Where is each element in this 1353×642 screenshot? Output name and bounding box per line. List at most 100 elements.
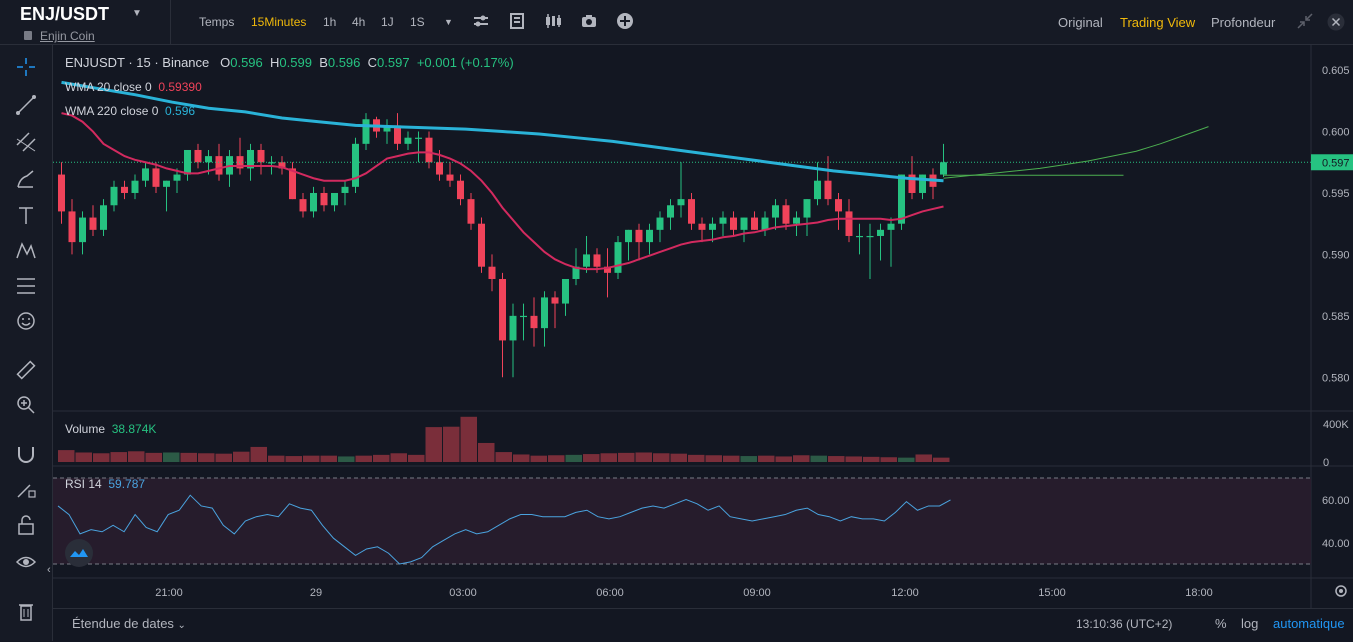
settings-sliders-icon[interactable] <box>472 12 490 30</box>
pair-dropdown-icon[interactable]: ▼ <box>132 8 142 19</box>
fib-icon[interactable] <box>15 275 37 297</box>
collapse-toolbar-icon[interactable]: ‹ <box>47 564 51 576</box>
volume-bar <box>338 456 355 462</box>
pattern-icon[interactable] <box>15 240 37 262</box>
eye-icon[interactable] <box>15 551 37 573</box>
auto-toggle[interactable]: automatique <box>1273 616 1345 631</box>
time-tick-label: 29 <box>310 587 322 599</box>
volume-tick-label: 0 <box>1323 457 1329 469</box>
price-tick-label: 0.585 <box>1322 311 1350 323</box>
volume-bar <box>268 455 285 462</box>
candle-body <box>688 199 695 224</box>
candle-body <box>436 162 443 175</box>
candle-body <box>425 137 433 163</box>
view-original[interactable]: Original <box>1058 15 1103 30</box>
candle-body <box>68 211 76 243</box>
wma20-legend[interactable]: WMA 20 close 0 0.59390 <box>65 80 202 94</box>
channel-icon[interactable] <box>15 131 37 153</box>
volume-bar <box>303 455 320 462</box>
candle-body <box>940 162 947 175</box>
candle-body <box>635 229 643 243</box>
volume-bar <box>863 456 880 462</box>
rsi-tick-label: 60.00 <box>1322 495 1350 507</box>
brush-icon[interactable] <box>15 168 37 190</box>
volume-bar <box>548 455 565 462</box>
candle-body <box>866 235 874 238</box>
price-chart[interactable]: 0.605 0.600 0.595 0.590 0.585 0.580 0.597 400K 0… <box>0 0 1353 608</box>
log-toggle[interactable]: log <box>1241 616 1259 631</box>
tab-15minutes[interactable]: 15Minutes <box>251 15 307 29</box>
wma220-line <box>61 80 944 183</box>
trend-line-icon[interactable] <box>15 94 37 116</box>
view-trading-view[interactable]: Trading View <box>1120 15 1196 30</box>
view-profondeur[interactable]: Profondeur <box>1211 15 1276 30</box>
candle-body <box>835 199 842 212</box>
crosshair-icon[interactable] <box>15 56 37 78</box>
candle-body <box>614 242 622 273</box>
emoji-icon[interactable] <box>15 310 37 332</box>
tradingview-logo-icon[interactable] <box>64 538 94 568</box>
candle-body <box>310 192 317 212</box>
open-label: O <box>220 55 231 70</box>
high-label: H <box>270 55 280 70</box>
symbol-label: ENJUSDT · 15 · Binance <box>65 55 210 70</box>
date-range-dropdown[interactable]: Étendue de dates ⌄ <box>72 616 186 631</box>
zoom-in-icon[interactable] <box>15 394 37 416</box>
text-icon[interactable] <box>15 205 37 227</box>
open-value: 0.596 <box>230 55 263 70</box>
volume-bar <box>233 451 250 462</box>
candle-body <box>593 254 601 267</box>
unlock-icon[interactable] <box>15 514 37 536</box>
candle-body <box>667 205 674 218</box>
candle-body <box>919 174 926 193</box>
candle-body <box>845 211 853 236</box>
volume-bar <box>425 427 442 462</box>
volume-bar <box>583 454 600 462</box>
close-icon[interactable] <box>1327 13 1345 31</box>
lock-drawing-icon[interactable] <box>15 478 37 500</box>
candle-body <box>184 149 191 175</box>
candle-body <box>898 174 905 224</box>
date-range-label: Étendue de dates <box>72 616 174 631</box>
wma220-value: 0.596 <box>165 104 196 118</box>
volume-bar <box>758 455 775 462</box>
tab-temps[interactable]: Temps <box>199 15 235 29</box>
candle-body <box>247 149 254 169</box>
tab-1s[interactable]: 1S <box>410 15 425 29</box>
camera-icon[interactable] <box>580 12 598 30</box>
collapse-icon[interactable] <box>1296 12 1314 30</box>
close-label: C <box>367 55 378 70</box>
clock[interactable]: 13:10:36 (UTC+2) <box>1076 617 1173 631</box>
volume-bar <box>915 454 932 462</box>
volume-bar <box>705 455 722 462</box>
pair-title[interactable]: ENJ/USDT <box>20 4 110 24</box>
ruler-icon[interactable] <box>15 359 37 381</box>
magnet-icon[interactable] <box>15 443 37 465</box>
volume-bar <box>653 453 670 462</box>
candle-body <box>467 199 475 224</box>
volume-bar <box>250 446 267 462</box>
volume-legend[interactable]: Volume 38.874K <box>65 422 156 436</box>
candle-body <box>541 297 548 329</box>
wma220-legend[interactable]: WMA 220 close 0 0.596 <box>65 104 195 118</box>
candles-icon[interactable] <box>544 12 562 30</box>
candle-body <box>215 156 223 175</box>
candle-body <box>719 217 727 224</box>
low-label: B <box>319 55 328 70</box>
volume-bar <box>530 455 547 462</box>
volume-bar <box>460 416 477 462</box>
tab-1j[interactable]: 1J <box>381 15 394 29</box>
rsi-legend[interactable]: RSI 14 59.787 <box>65 477 145 491</box>
add-circle-icon[interactable] <box>616 12 634 30</box>
coin-link[interactable]: Enjin Coin <box>40 29 95 43</box>
indicators-icon[interactable] <box>508 12 526 30</box>
candle-body <box>163 180 170 187</box>
percent-toggle[interactable]: % <box>1215 616 1227 631</box>
candle-body <box>740 217 748 230</box>
trash-icon[interactable] <box>15 600 37 622</box>
tab-1h[interactable]: 1h <box>323 15 337 29</box>
tab-4h[interactable]: 4h <box>352 15 366 29</box>
timeframe-more-icon[interactable]: ▼ <box>444 17 453 27</box>
gear-icon[interactable] <box>1333 583 1349 599</box>
volume-bar <box>285 456 302 462</box>
